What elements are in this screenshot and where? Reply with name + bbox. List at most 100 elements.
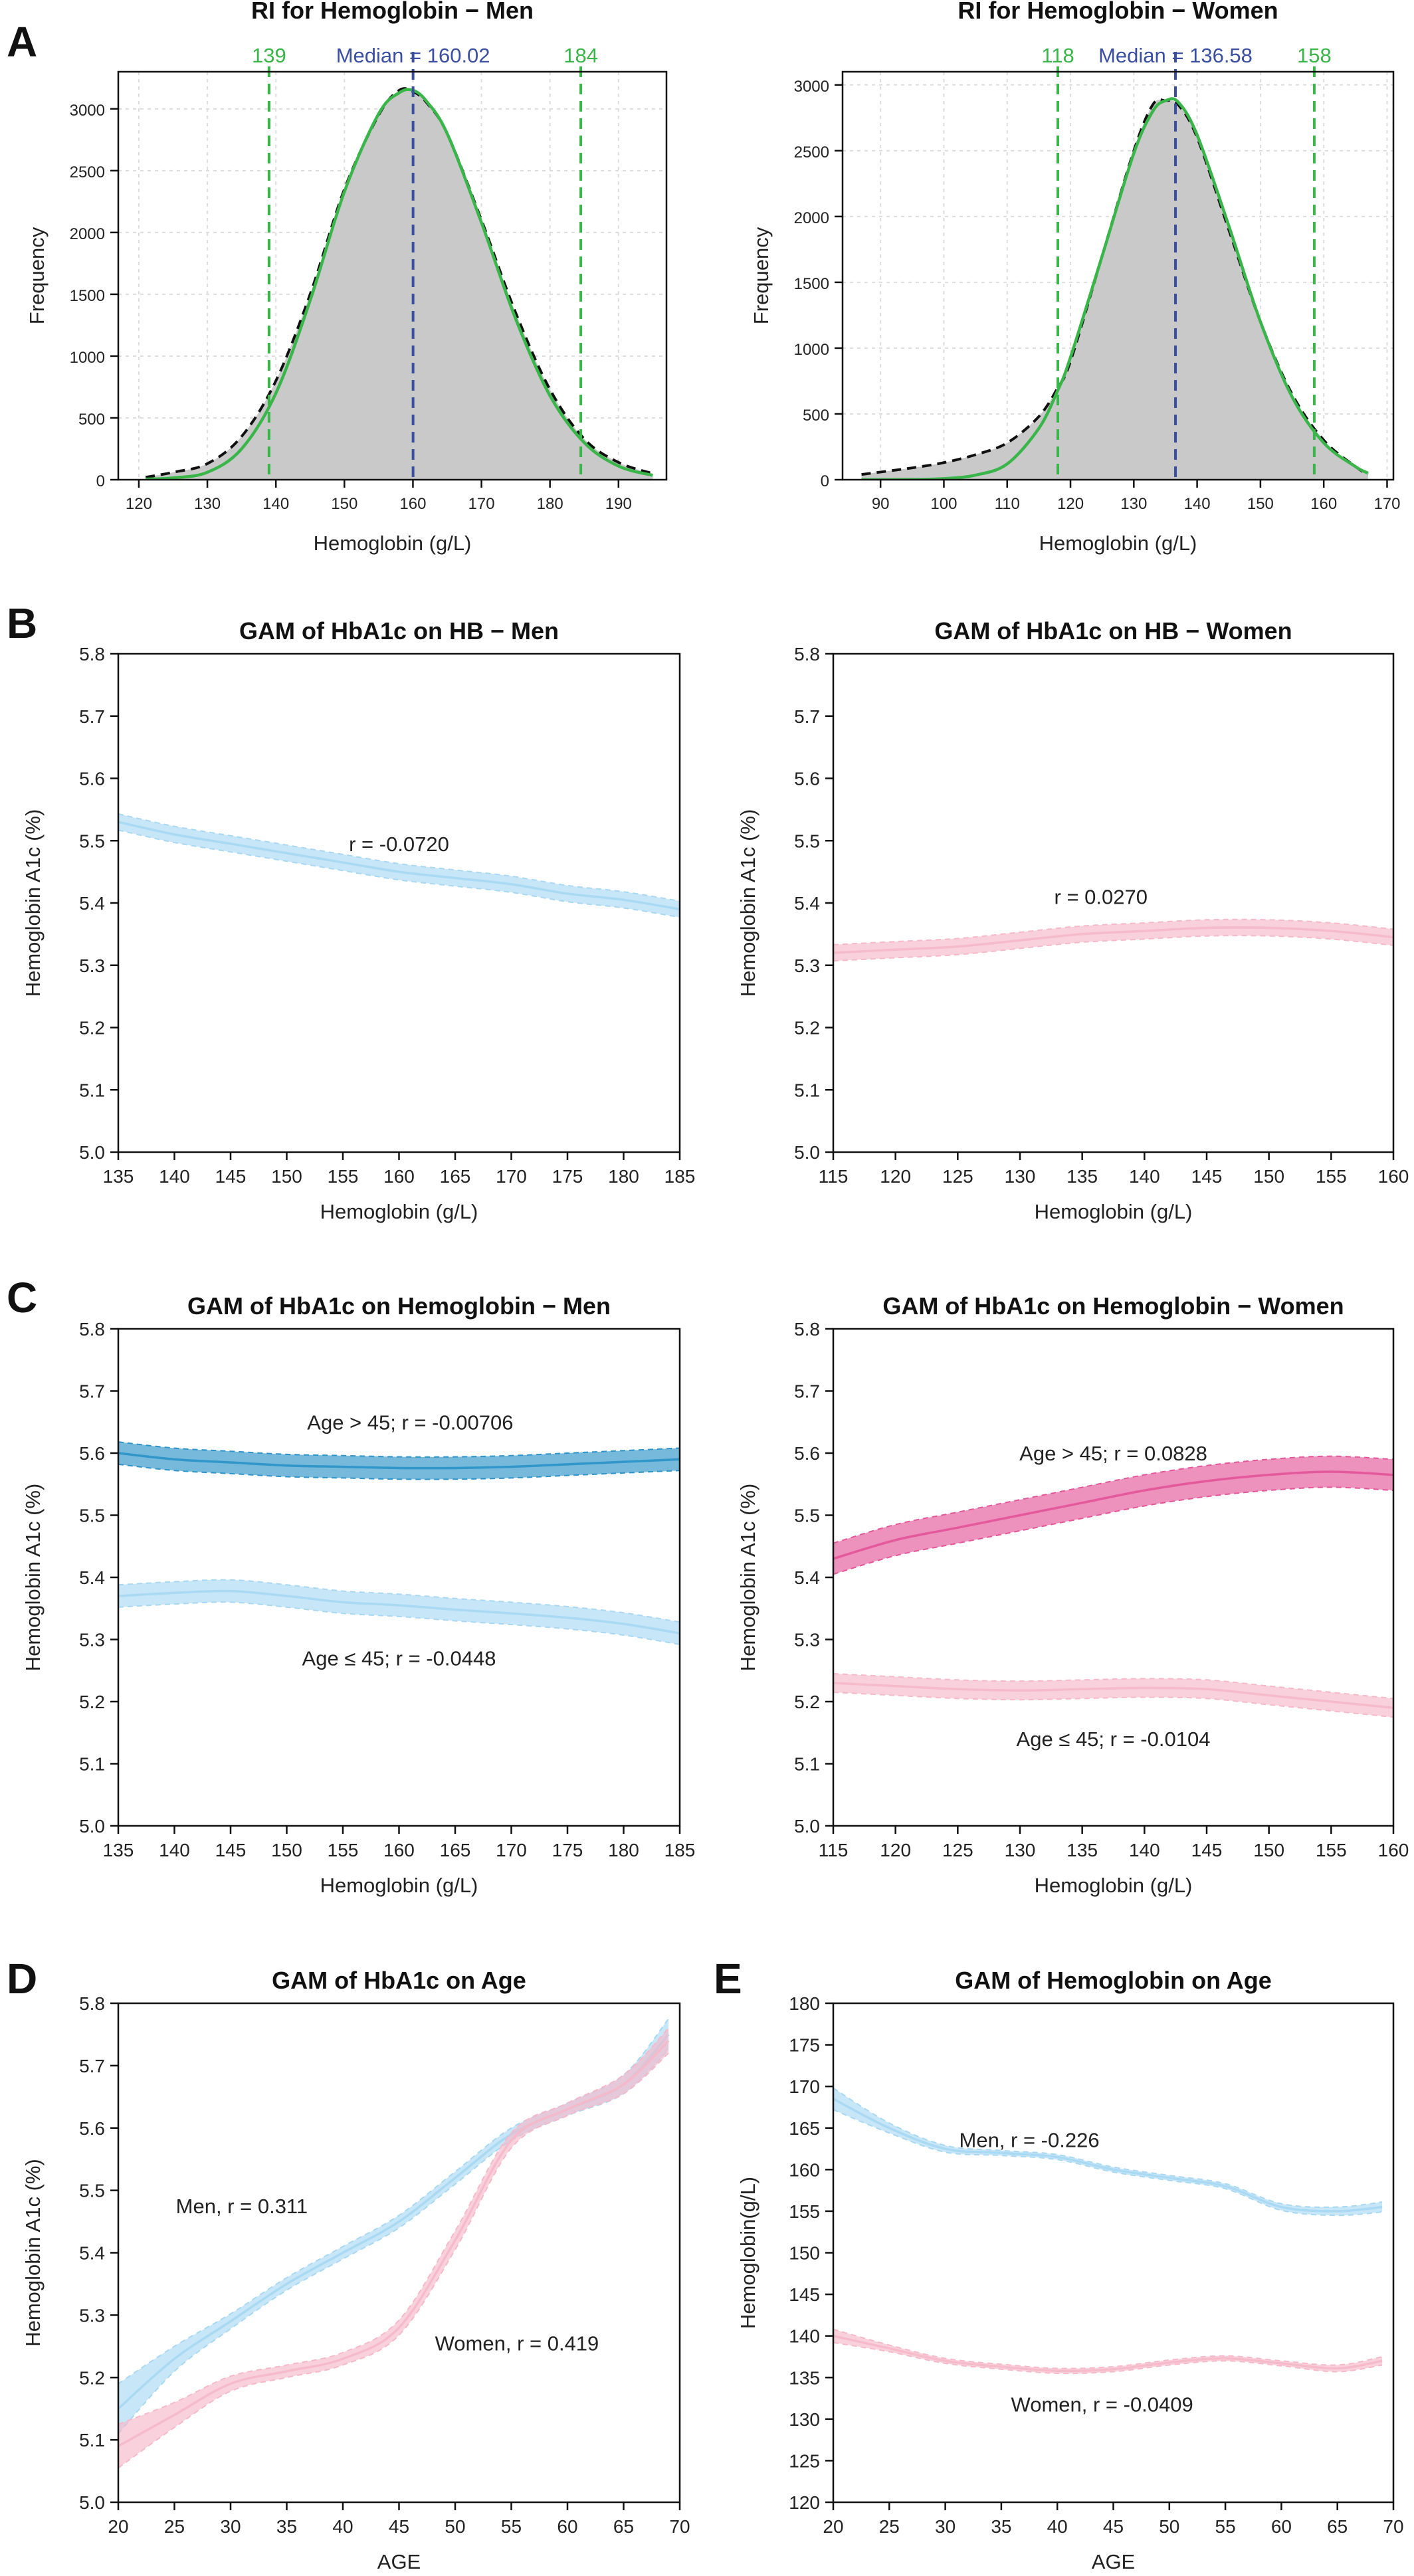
y-tick-label: 5.7 xyxy=(79,2056,105,2076)
plot-data-group xyxy=(145,87,653,480)
y-axis-label: Frequency xyxy=(25,227,49,324)
y-tick-label: 1000 xyxy=(70,349,105,367)
x-tick-label: 140 xyxy=(1129,1840,1160,1860)
normal-fit-curve xyxy=(861,97,1369,480)
x-axis-label: Hemoglobin (g/L) xyxy=(1035,1200,1193,1223)
confidence-band xyxy=(118,1442,680,1480)
median-label: Median = 160.02 xyxy=(336,44,490,67)
x-tick-label: 160 xyxy=(399,495,426,513)
x-tick-label: 150 xyxy=(1247,495,1274,513)
y-tick-label: 5.0 xyxy=(79,2492,105,2513)
annotation-text: Women, r = -0.0409 xyxy=(1011,2393,1193,2416)
x-tick-label: 160 xyxy=(383,1840,415,1860)
panel-label-c: C xyxy=(7,1274,37,1322)
x-tick-label: 155 xyxy=(328,1166,359,1187)
annotation-text: Age > 45; r = -0.00706 xyxy=(307,1411,513,1434)
x-tick-label: 155 xyxy=(328,1840,359,1860)
x-tick-label: 140 xyxy=(262,495,289,513)
x-tick-label: 160 xyxy=(1378,1166,1409,1187)
x-tick-label: 110 xyxy=(995,495,1020,513)
y-tick-label: 5.0 xyxy=(794,1816,820,1836)
y-tick-label: 140 xyxy=(789,2326,820,2347)
x-tick-label: 150 xyxy=(271,1840,302,1860)
reference-limit-label: 118 xyxy=(1041,44,1074,67)
x-tick-label: 135 xyxy=(1066,1840,1098,1860)
y-tick-label: 5.3 xyxy=(794,955,820,976)
x-tick-label: 140 xyxy=(1184,495,1211,513)
plot-data-group xyxy=(118,2018,670,2469)
x-tick-label: 20 xyxy=(823,2516,843,2537)
x-tick-label: 180 xyxy=(537,495,563,513)
y-axis-label: Hemoglobin(g/L) xyxy=(736,2177,759,2329)
plot-data-group xyxy=(118,813,680,918)
ci-lower-line xyxy=(118,1463,680,1480)
histogram-area xyxy=(861,99,1368,480)
y-tick-label: 5.5 xyxy=(79,1506,105,1526)
y-tick-label: 2000 xyxy=(70,225,105,243)
x-tick-label: 165 xyxy=(440,1840,471,1860)
x-tick-label: 190 xyxy=(605,495,632,513)
x-tick-label: 170 xyxy=(468,495,495,513)
y-tick-label: 170 xyxy=(789,2076,820,2097)
annotation-text: Women, r = 0.419 xyxy=(435,2332,599,2355)
y-tick-label: 5.4 xyxy=(794,893,820,914)
normal-fit-curve xyxy=(146,88,653,480)
y-tick-label: 500 xyxy=(78,411,105,429)
plot-frame xyxy=(841,70,1395,481)
x-tick-label: 125 xyxy=(942,1166,973,1187)
x-tick-label: 160 xyxy=(383,1166,415,1187)
x-tick-label: 115 xyxy=(819,1166,849,1187)
y-tick-label: 5.3 xyxy=(79,955,105,976)
x-tick-label: 70 xyxy=(669,2516,690,2537)
y-tick-label: 5.5 xyxy=(79,831,105,851)
x-tick-label: 130 xyxy=(1005,1840,1036,1860)
plot-data-group xyxy=(861,97,1369,480)
y-tick-label: 5.8 xyxy=(79,644,105,664)
x-tick-label: 165 xyxy=(440,1166,471,1187)
annotation-text: Men, r = -0.226 xyxy=(960,2128,1100,2151)
y-tick-label: 155 xyxy=(789,2201,820,2222)
ci-upper-line xyxy=(118,813,680,902)
ci-lower-line xyxy=(118,1601,680,1645)
ci-lower-line xyxy=(118,2052,669,2469)
y-tick-label: 5.2 xyxy=(79,2367,105,2388)
y-tick-label: 175 xyxy=(789,2035,820,2056)
y-tick-label: 5.2 xyxy=(794,1018,820,1039)
series-line xyxy=(118,1452,680,1470)
x-axis-label: Hemoglobin (g/L) xyxy=(1039,532,1197,555)
ci-upper-line xyxy=(833,2328,1383,2369)
y-axis-label: Hemoglobin A1c (%) xyxy=(736,1484,759,1672)
x-tick-label: 55 xyxy=(501,2516,522,2537)
x-tick-label: 100 xyxy=(930,495,957,513)
y-tick-label: 3000 xyxy=(794,78,829,96)
y-tick-label: 5.7 xyxy=(79,1381,105,1402)
median-label: Median = 136.58 xyxy=(1098,44,1253,67)
x-tick-label: 130 xyxy=(1120,495,1147,513)
x-tick-label: 150 xyxy=(1253,1840,1284,1860)
x-tick-label: 65 xyxy=(613,2516,634,2537)
series-line xyxy=(118,821,680,911)
x-tick-label: 180 xyxy=(608,1840,639,1860)
y-tick-label: 5.2 xyxy=(79,1018,105,1039)
x-tick-label: 160 xyxy=(1378,1840,1409,1860)
y-tick-label: 5.6 xyxy=(79,2118,105,2139)
x-axis-label: Hemoglobin (g/L) xyxy=(320,1874,478,1897)
confidence-band xyxy=(833,2329,1383,2374)
ci-lower-line xyxy=(833,1486,1393,1575)
y-tick-label: 5.5 xyxy=(794,831,820,851)
reference-limit-label: 184 xyxy=(563,44,598,67)
x-axis-label: Hemoglobin (g/L) xyxy=(314,532,472,555)
annotation-text: r = 0.0270 xyxy=(1055,886,1148,909)
x-tick-label: 130 xyxy=(1005,1166,1036,1187)
x-tick-label: 125 xyxy=(942,1840,973,1860)
x-tick-label: 25 xyxy=(879,2516,900,2537)
x-tick-label: 30 xyxy=(220,2516,241,2537)
y-tick-label: 5.3 xyxy=(79,2305,105,2326)
y-tick-label: 5.2 xyxy=(79,1692,105,1712)
x-axis-label: AGE xyxy=(1092,2550,1135,2573)
ci-upper-line xyxy=(833,918,1393,945)
x-tick-label: 135 xyxy=(103,1840,134,1860)
x-tick-label: 150 xyxy=(271,1166,302,1187)
x-tick-label: 185 xyxy=(664,1840,696,1860)
y-tick-label: 5.3 xyxy=(794,1630,820,1650)
